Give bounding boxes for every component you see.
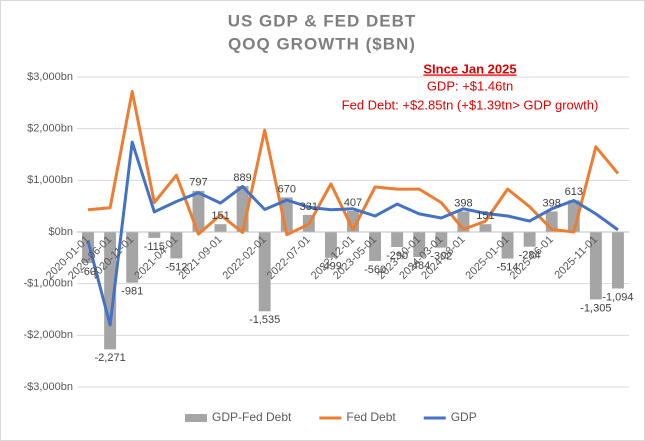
annotation: SInce Jan 2025: [423, 61, 516, 76]
bar: [126, 232, 139, 283]
data-label: -560: [364, 264, 386, 276]
data-label: -290: [386, 250, 408, 262]
bar: [523, 232, 536, 247]
bar: [324, 232, 337, 258]
annotation: GDP: +$1.46tn: [427, 78, 513, 93]
data-label: -302: [430, 251, 452, 263]
bar: [280, 197, 293, 232]
bar: [214, 224, 227, 232]
y-tick-label: -$1,000bn: [23, 278, 73, 290]
data-label: -512: [165, 261, 187, 273]
y-tick-label: $1,000bn: [27, 174, 73, 186]
annotation: Fed Debt: +$2.85tn (+$1.39tn> GDP growth…: [342, 97, 599, 112]
data-label: 398: [543, 197, 561, 209]
chart-title: US GDP & FED DEBT: [228, 11, 417, 30]
data-label: -60: [80, 266, 96, 278]
legend-label: Fed Debt: [346, 410, 396, 424]
y-tick-label: -$2,000bn: [23, 329, 73, 341]
data-label: -284: [519, 250, 541, 262]
data-label: 151: [476, 210, 494, 222]
data-label: -484: [408, 260, 430, 272]
bar: [611, 232, 624, 289]
data-label: -1,535: [249, 314, 280, 326]
y-tick-label: $2,000bn: [27, 123, 73, 135]
data-label: -1,305: [580, 302, 611, 314]
legend-label: GDP: [451, 410, 477, 424]
bar: [457, 211, 470, 232]
bar: [148, 232, 161, 238]
data-label: -115: [144, 241, 165, 253]
bar: [589, 232, 602, 300]
data-label: 398: [454, 197, 472, 209]
bar: [258, 232, 271, 312]
bar: [82, 232, 95, 263]
data-label: 331: [300, 201, 318, 213]
bar: [369, 232, 382, 261]
bar: [236, 186, 249, 232]
data-label: -981: [121, 286, 143, 298]
bar: [413, 232, 426, 258]
bar: [192, 190, 205, 232]
y-tick-label: $0bn: [49, 226, 73, 238]
data-label: 670: [278, 183, 296, 195]
y-tick-label: $3,000bn: [27, 71, 73, 83]
bar: [435, 232, 448, 248]
data-label: 889: [233, 172, 251, 184]
data-label: -2,271: [95, 352, 126, 364]
data-label: 797: [189, 177, 207, 189]
bar: [170, 232, 183, 259]
legend-swatch: [185, 414, 207, 422]
data-label: 407: [344, 197, 362, 209]
data-label: 613: [565, 186, 583, 198]
bar: [501, 232, 514, 259]
data-label: 151: [211, 210, 229, 222]
chart-subtitle: QOQ GROWTH ($BN): [228, 34, 416, 53]
bar: [347, 210, 359, 232]
line: [87, 90, 620, 237]
y-tick-label: -$3,000bn: [23, 381, 73, 393]
bar: [567, 200, 580, 232]
legend-label: GDP-Fed Debt: [212, 410, 292, 424]
bar: [479, 224, 492, 232]
data-label: -514: [497, 261, 519, 273]
line: [86, 140, 619, 327]
data-label: -1,094: [602, 291, 633, 303]
bar: [545, 211, 558, 232]
bar: [391, 232, 404, 247]
bar: [104, 232, 117, 350]
data-label: -499: [320, 261, 342, 273]
